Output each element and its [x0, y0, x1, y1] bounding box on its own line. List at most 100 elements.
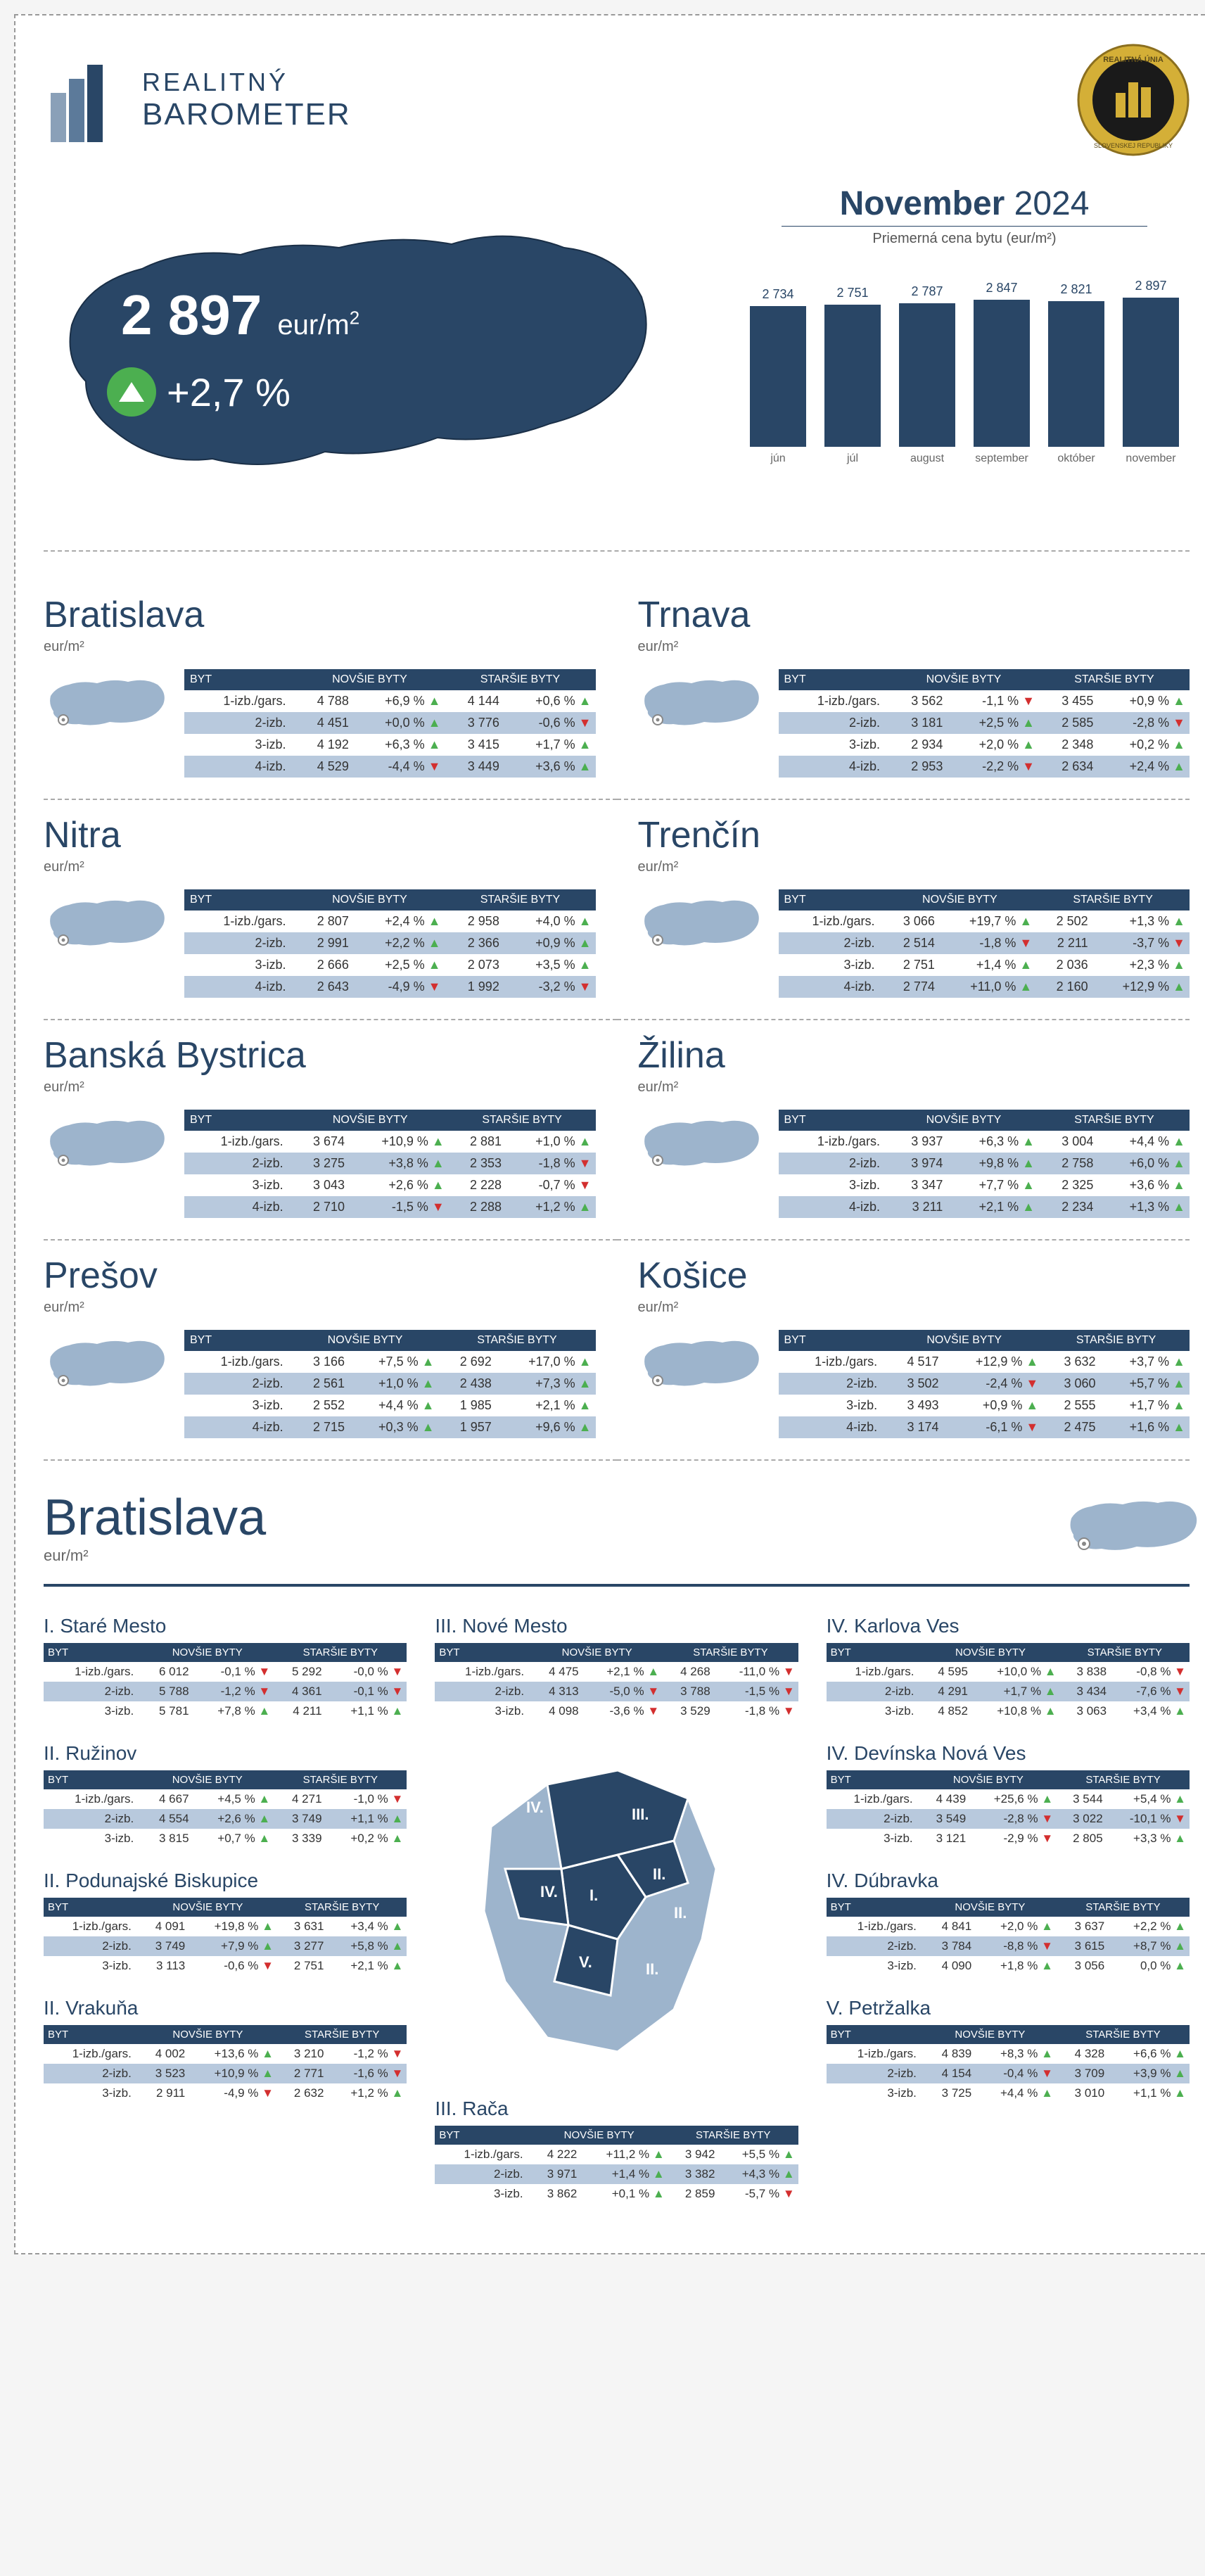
- arrow-up-icon: ▲: [1173, 1398, 1185, 1412]
- district-title: II. Ružinov: [44, 1742, 407, 1765]
- old-pct: +3,9 % ▲: [1108, 2064, 1190, 2083]
- new-pct: -0,4 % ▼: [975, 2064, 1057, 2083]
- arrow-down-icon: ▼: [432, 1200, 445, 1214]
- period-month: November: [840, 185, 1005, 222]
- table-header-row: BYT NOVŠIE BYTY STARŠIE BYTY: [184, 669, 596, 690]
- old-price: 3 339: [274, 1829, 325, 1848]
- bar-item: 2 847 september: [970, 281, 1033, 465]
- table-row: 2-izb. 3 974 +9,8 % ▲ 2 758 +6,0 % ▲: [779, 1153, 1190, 1174]
- new-pct: +10,9 % ▲: [189, 2064, 277, 2083]
- col-nov: NOVŠIE BYTY: [888, 669, 1039, 690]
- old-price: 3 631: [277, 1917, 327, 1936]
- district-block: II. Ružinov BYT NOVŠIE BYTY STARŠIE BYTY…: [44, 1742, 407, 1848]
- new-price: 3 166: [292, 1351, 349, 1373]
- hero-section: 2 897 eur/m2 +2,7 % November 2024 Prieme…: [44, 184, 1190, 552]
- arrow-up-icon: ▲: [579, 914, 592, 928]
- old-pct: +2,1 % ▲: [327, 1956, 407, 1976]
- old-price: 3 838: [1060, 1662, 1110, 1682]
- old-pct: 0,0 % ▲: [1108, 1956, 1190, 1976]
- apt-type: 4-izb.: [779, 1196, 888, 1218]
- old-price: 2 502: [1036, 911, 1092, 932]
- svg-text:III.: III.: [632, 1806, 649, 1823]
- col-star: STARŠIE BYTY: [277, 1898, 407, 1917]
- district-price-table: BYT NOVŠIE BYTY STARŠIE BYTY 1-izb./gars…: [44, 2025, 407, 2103]
- old-price: 2 366: [445, 932, 503, 954]
- arrow-down-icon: ▼: [1174, 1684, 1186, 1698]
- old-price: 1 985: [438, 1395, 495, 1416]
- arrow-up-icon: ▲: [1173, 759, 1185, 773]
- col-byt: BYT: [44, 1898, 139, 1917]
- apt-type: 1-izb./gars.: [184, 1351, 292, 1373]
- arrow-down-icon: ▼: [579, 979, 592, 994]
- arrow-up-icon: ▲: [392, 1832, 404, 1845]
- apt-type: 4-izb.: [779, 756, 888, 778]
- old-price: 3 010: [1057, 2083, 1108, 2103]
- apt-type: 3-izb.: [827, 1956, 924, 1976]
- apt-type: 1-izb./gars.: [44, 1917, 139, 1936]
- old-price: 2 211: [1036, 932, 1092, 954]
- arrow-down-icon: ▼: [1174, 1665, 1186, 1678]
- district-price-table: BYT NOVŠIE BYTY STARŠIE BYTY 1-izb./gars…: [44, 1770, 407, 1848]
- arrow-down-icon: ▼: [579, 716, 592, 730]
- old-pct: -0,7 % ▼: [506, 1174, 595, 1196]
- new-pct: +19,8 % ▲: [189, 1917, 277, 1936]
- new-pct: -3,6 % ▼: [582, 1701, 663, 1721]
- svg-text:REALITNÁ ÚNIA: REALITNÁ ÚNIA: [1103, 55, 1163, 64]
- bar-value: 2 897: [1135, 279, 1166, 293]
- bar-item: 2 897 november: [1119, 279, 1182, 465]
- new-price: 4 852: [921, 1701, 971, 1721]
- arrow-up-icon: ▲: [1173, 1156, 1185, 1170]
- hero-price-unit: eur/m: [277, 310, 349, 341]
- arrow-up-icon: ▲: [579, 958, 592, 972]
- table-header-row: BYT NOVŠIE BYTY STARŠIE BYTY: [44, 1770, 407, 1789]
- arrow-up-icon: ▲: [1174, 2067, 1186, 2080]
- col-nov: NOVŠIE BYTY: [924, 1898, 1057, 1917]
- new-price: 2 953: [888, 756, 947, 778]
- apt-type: 3-izb.: [779, 734, 888, 756]
- district-title: III. Nové Mesto: [435, 1615, 798, 1637]
- col-byt: BYT: [184, 889, 294, 911]
- bar-value: 2 751: [836, 286, 868, 300]
- col-star: STARŠIE BYTY: [668, 2126, 798, 2145]
- apt-type: 2-izb.: [44, 1682, 141, 1701]
- table-header-row: BYT NOVŠIE BYTY STARŠIE BYTY: [435, 1643, 798, 1662]
- table-row: 4-izb. 2 715 +0,3 % ▲ 1 957 +9,6 % ▲: [184, 1416, 596, 1438]
- table-row: 2-izb. 3 749 +7,9 % ▲ 3 277 +5,8 % ▲: [44, 1936, 407, 1956]
- bar-label: november: [1126, 452, 1175, 465]
- old-pct: +1,3 % ▲: [1092, 911, 1190, 932]
- svg-text:II.: II.: [653, 1865, 665, 1883]
- new-pct: +10,8 % ▲: [971, 1701, 1060, 1721]
- old-pct: -7,6 % ▼: [1110, 1682, 1190, 1701]
- bratislava-header: Bratislava eur/m²: [44, 1489, 1190, 1587]
- col-star: STARŠIE BYTY: [274, 1643, 407, 1662]
- col-byt: BYT: [435, 1643, 531, 1662]
- table-header-row: BYT NOVŠIE BYTY STARŠIE BYTY: [184, 1330, 596, 1351]
- new-pct: +1,7 % ▲: [971, 1682, 1060, 1701]
- mini-map-icon: [44, 1330, 170, 1404]
- old-price: 2 585: [1039, 712, 1097, 734]
- old-pct: +1,0 % ▲: [506, 1131, 595, 1153]
- arrow-up-icon: ▲: [262, 2047, 274, 2060]
- table-row: 2-izb. 5 788 -1,2 % ▼ 4 361 -0,1 % ▼: [44, 1682, 407, 1701]
- table-row: 4-izb. 3 174 -6,1 % ▼ 2 475 +1,6 % ▲: [779, 1416, 1190, 1438]
- old-price: 2 160: [1036, 976, 1092, 998]
- arrow-up-icon: ▲: [1041, 1920, 1053, 1933]
- apt-type: 1-izb./gars.: [435, 1662, 531, 1682]
- new-pct: +1,0 % ▲: [349, 1373, 438, 1395]
- new-pct: +6,3 % ▲: [947, 1131, 1039, 1153]
- old-price: 3 022: [1057, 1809, 1107, 1829]
- apt-type: 1-izb./gars.: [44, 1789, 141, 1809]
- old-price: 4 144: [445, 690, 503, 712]
- apt-type: 1-izb./gars.: [827, 1662, 922, 1682]
- new-price: 2 911: [139, 2083, 189, 2103]
- district-title: II. Vrakuňa: [44, 1997, 407, 2019]
- region-block: Trenčín eur/m² BYT NOVŠIE BYTY STARŠIE B…: [617, 800, 1190, 1020]
- logo-icon: [44, 58, 128, 142]
- new-price: 4 529: [294, 756, 352, 778]
- old-pct: -0,8 % ▼: [1110, 1662, 1190, 1682]
- apt-type: 1-izb./gars.: [44, 2044, 139, 2064]
- table-row: 4-izb. 4 529 -4,4 % ▼ 3 449 +3,6 % ▲: [184, 756, 596, 778]
- old-price: 2 958: [445, 911, 503, 932]
- arrow-up-icon: ▲: [1173, 1354, 1185, 1369]
- new-pct: -4,4 % ▼: [353, 756, 445, 778]
